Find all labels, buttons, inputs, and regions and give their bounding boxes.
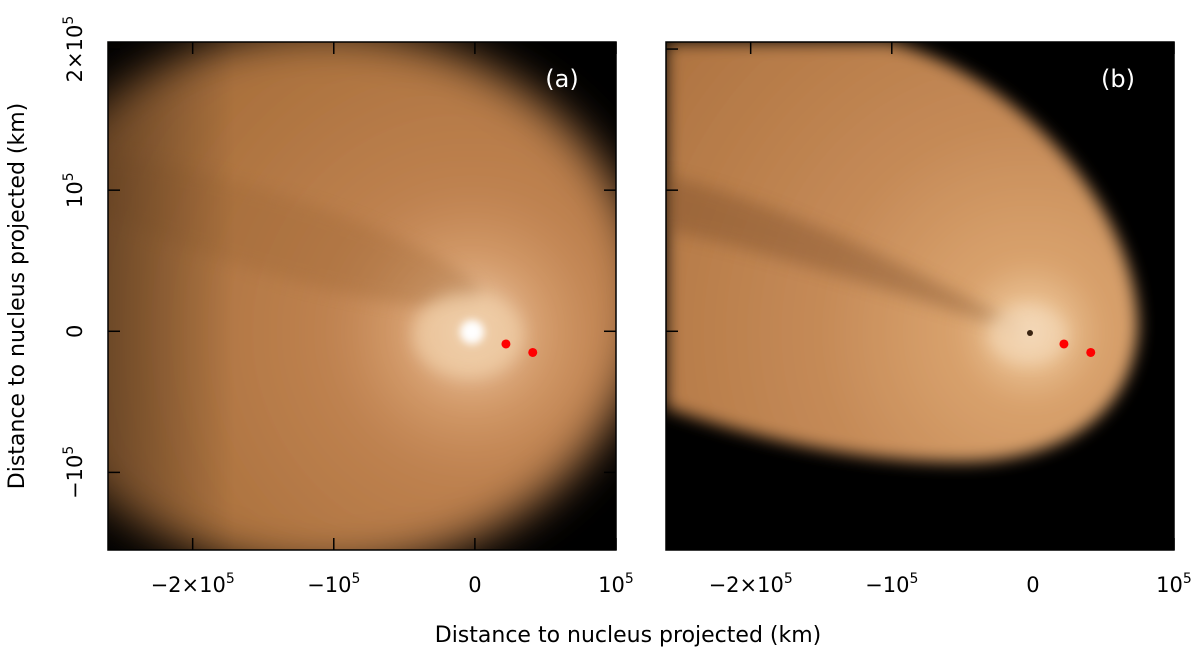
panel-b-frame: [665, 41, 1175, 551]
red-marker-point: [501, 339, 511, 349]
x-axis-title: Distance to nucleus projected (km): [435, 623, 821, 648]
panel-a-label: (a): [545, 65, 578, 93]
y-tick-label: 0: [63, 325, 87, 338]
y-tick-label: 105: [61, 172, 87, 208]
red-marker-point: [528, 347, 538, 357]
panel-b-tail-streak: [666, 175, 1030, 332]
x-tick-labels: −2×105 −105 0 105 −2×105 −105 0 105: [151, 571, 1192, 597]
y-tick-label: 2×105: [61, 16, 87, 83]
x-tick-label: −2×105: [709, 571, 793, 597]
panel-b-markers: [1059, 339, 1096, 357]
x-tick-label: −2×105: [151, 571, 235, 597]
x-tick-label: −105: [865, 571, 918, 597]
panel-b-label: (b): [1101, 65, 1135, 93]
x-tick-label: 105: [598, 571, 634, 597]
panel-a-ticks: [108, 42, 617, 550]
red-marker-point: [1086, 347, 1096, 357]
red-marker-point: [1059, 339, 1069, 349]
panel-b-ticks: [666, 42, 1175, 550]
x-tick-label: 0: [1026, 573, 1039, 597]
panel-a-markers: [501, 339, 538, 357]
y-axis-title: Distance to nucleus projected (km): [5, 103, 30, 489]
y-tick-labels: −105 0 105 2×105: [61, 16, 87, 499]
x-tick-label: −105: [307, 571, 360, 597]
x-tick-label: 105: [1156, 571, 1192, 597]
panel-a: (a): [107, 41, 617, 551]
panel-b-nucleus: [1027, 330, 1033, 336]
x-tick-label: 0: [468, 573, 481, 597]
panel-a-left-fade: [108, 42, 616, 550]
panel-a-frame: [107, 41, 617, 551]
panel-b: (b): [665, 41, 1175, 551]
y-tick-label: −105: [61, 446, 87, 499]
